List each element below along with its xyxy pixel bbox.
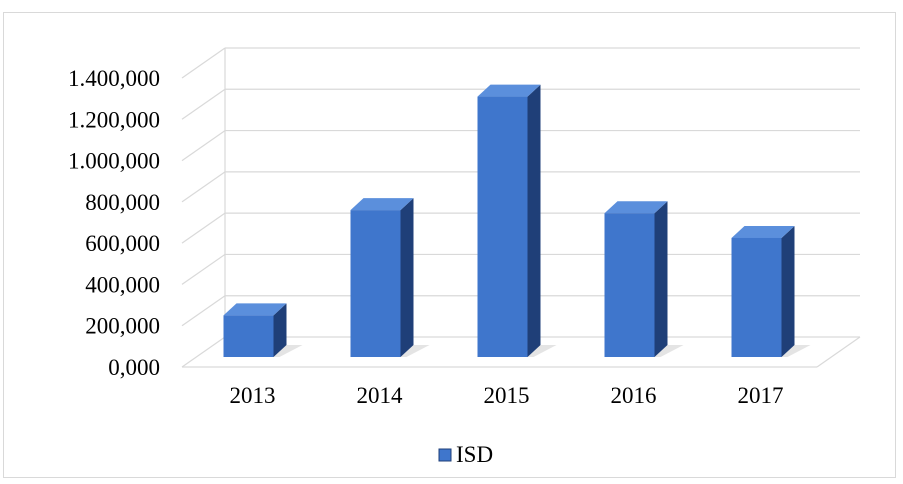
bar-side <box>527 84 541 357</box>
floor-right-edge <box>816 336 861 368</box>
y-tick-label: 1.000,000 <box>68 149 160 174</box>
y-tick-label: 0,000 <box>108 355 160 380</box>
gridline-depth <box>181 130 226 162</box>
y-tick-label: 800,000 <box>85 190 160 215</box>
gridline-depth <box>181 171 226 203</box>
x-tick-label: 2013 <box>230 383 276 408</box>
x-tick-label: 2017 <box>738 383 784 408</box>
bar-2016 <box>604 213 655 357</box>
bar-top <box>350 198 414 211</box>
bar-side <box>400 198 414 357</box>
bar-2015 <box>477 96 528 357</box>
bar-side <box>273 303 287 357</box>
y-tick-label: 1.400,000 <box>68 66 160 91</box>
gridline-depth <box>181 88 226 120</box>
bar-2014 <box>350 210 401 357</box>
bar-top <box>604 201 668 214</box>
legend-swatch <box>438 448 452 462</box>
x-tick-label: 2015 <box>484 383 530 408</box>
x-tick-label: 2014 <box>357 383 404 408</box>
y-tick-label: 200,000 <box>85 314 160 339</box>
bar-2017 <box>731 237 782 357</box>
y-tick-label: 600,000 <box>85 231 160 256</box>
gridline-depth <box>181 47 226 79</box>
bar-side <box>781 225 795 357</box>
bar-side <box>654 201 668 357</box>
bar-top <box>477 84 541 97</box>
gridline-depth <box>181 253 226 285</box>
bar-top <box>731 225 795 238</box>
legend-label: ISD <box>456 442 493 467</box>
y-tick-label: 400,000 <box>85 272 160 297</box>
gridline-depth <box>181 212 226 244</box>
bar-top <box>223 303 287 316</box>
x-tick-label: 2016 <box>611 383 657 408</box>
y-tick-label: 1.200,000 <box>68 107 160 132</box>
gridline-depth <box>181 336 226 368</box>
bar-2013 <box>223 315 274 357</box>
gridline-depth <box>181 295 226 327</box>
